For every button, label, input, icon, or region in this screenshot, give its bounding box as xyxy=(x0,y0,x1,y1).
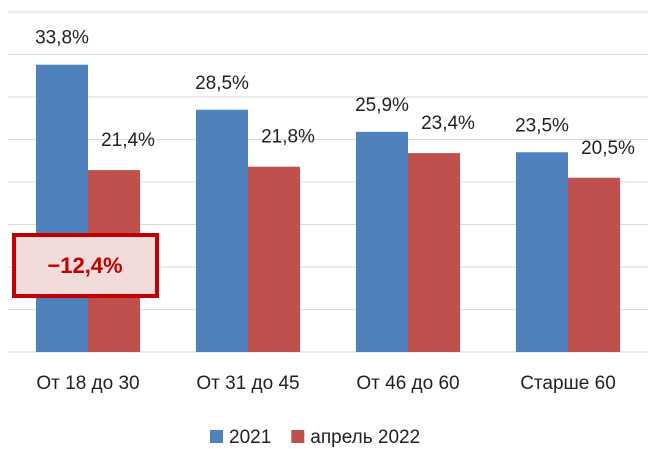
bar xyxy=(408,153,460,352)
data-label: 28,5% xyxy=(195,73,249,94)
data-label: 20,5% xyxy=(581,138,635,159)
bar xyxy=(356,131,408,352)
data-label: 21,8% xyxy=(261,127,315,148)
annotation: −12,4% xyxy=(47,253,122,278)
x-tick-label: От 31 до 45 xyxy=(196,373,299,394)
data-label: 23,4% xyxy=(421,113,475,134)
legend-swatch xyxy=(291,430,305,443)
x-tick-label: Старше 60 xyxy=(520,373,616,394)
data-label: 21,4% xyxy=(101,130,155,151)
data-label: 23,5% xyxy=(515,115,569,136)
x-tick-label: От 46 до 60 xyxy=(356,373,459,394)
x-tick-label: От 18 до 30 xyxy=(36,373,139,394)
data-label: 25,9% xyxy=(355,95,409,116)
bar xyxy=(196,109,248,352)
bar xyxy=(568,177,620,352)
legend-swatch xyxy=(210,430,223,443)
data-label: 33,8% xyxy=(35,28,89,49)
legend-label: апрель 2022 xyxy=(310,427,420,448)
bar xyxy=(36,64,88,352)
bar xyxy=(516,152,568,352)
annotation-box xyxy=(12,233,159,298)
legend-label: 2021 xyxy=(229,427,271,448)
bar xyxy=(248,166,300,352)
